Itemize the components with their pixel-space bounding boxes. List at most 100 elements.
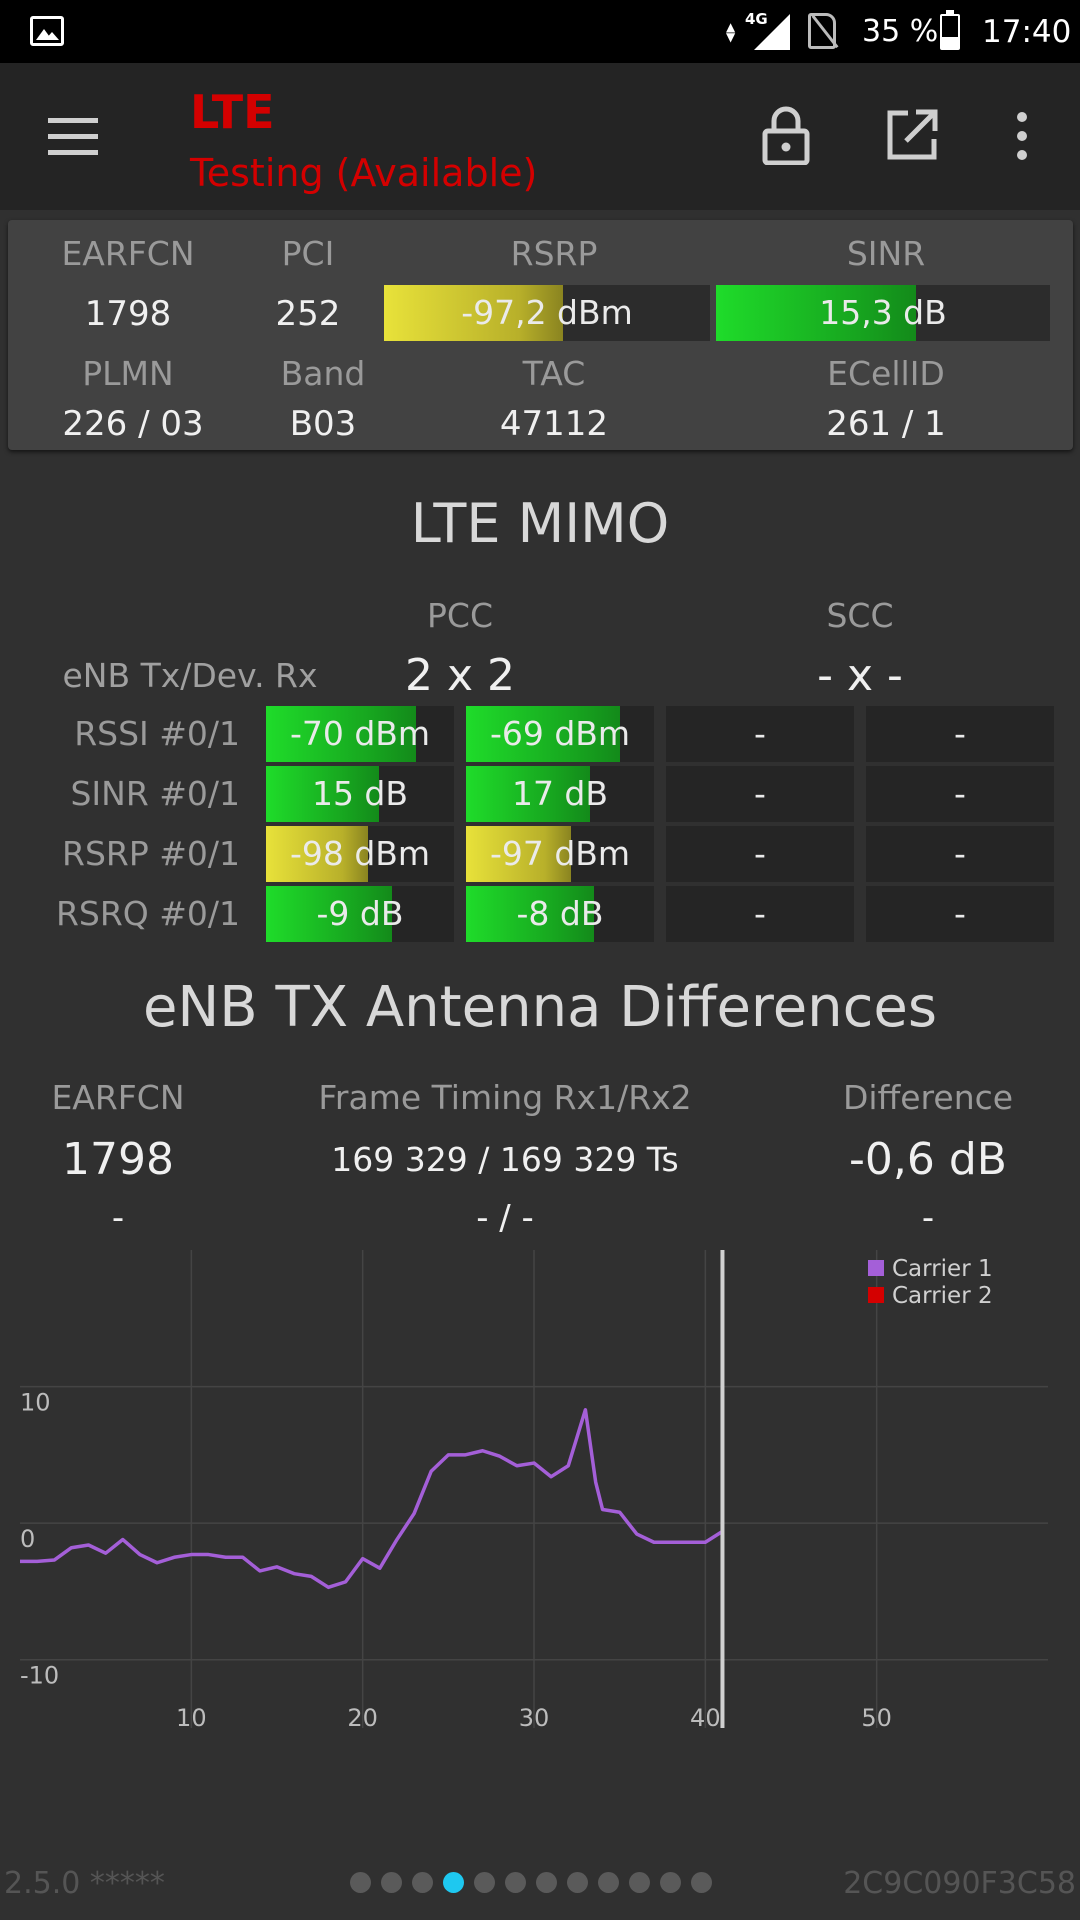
page-dot[interactable] xyxy=(412,1872,433,1893)
ecellid-value: 261 / 1 xyxy=(826,404,946,444)
rsrp-meter-fill xyxy=(384,285,564,341)
mimo-cell-value: - xyxy=(954,774,966,813)
page-dot[interactable] xyxy=(629,1872,650,1893)
mimo-cell: -97 dBm xyxy=(466,826,654,882)
mimo-row-label: SINR #0/1 xyxy=(70,774,240,813)
antenna-title: eNB TX Antenna Differences xyxy=(142,975,938,1040)
legend-swatch xyxy=(868,1287,884,1303)
band-value: B03 xyxy=(289,404,357,444)
scc-config: - x - xyxy=(817,650,903,701)
page-subtitle: Testing (Available) xyxy=(190,151,538,195)
page-dot[interactable] xyxy=(567,1872,588,1893)
mimo-cell: - xyxy=(866,886,1054,942)
band-label: Band xyxy=(280,354,366,393)
y-tick-label: 10 xyxy=(20,1389,51,1417)
mimo-cell: -70 dBm xyxy=(266,706,454,762)
mimo-cell-value: - xyxy=(754,834,766,873)
plmn-label: PLMN xyxy=(82,354,174,393)
device-id: 2C9C090F3C58 xyxy=(843,1866,1076,1901)
data-activity-icon: ▲ ▼ xyxy=(726,20,736,44)
mimo-cell-value: - xyxy=(754,714,766,753)
sinr-label: SINR xyxy=(846,234,926,273)
tac-value: 47112 xyxy=(499,404,609,444)
difference-value: -0,6 dB xyxy=(849,1134,1007,1185)
pci-label: PCI xyxy=(281,234,335,273)
tx-rx-label: eNB Tx/Dev. Rx xyxy=(62,656,318,695)
page-dot[interactable] xyxy=(350,1872,371,1893)
rsrp-meter: -97,2 dBm xyxy=(384,285,710,341)
mimo-cell: -98 dBm xyxy=(266,826,454,882)
x-tick-label: 10 xyxy=(176,1704,207,1732)
battery-icon xyxy=(940,10,960,50)
frame-timing-value: 169 329 / 169 329 Ts xyxy=(331,1140,679,1179)
page-dot[interactable] xyxy=(691,1872,712,1893)
page-dot[interactable] xyxy=(381,1872,402,1893)
page-dot[interactable] xyxy=(598,1872,619,1893)
rsrp-value: -97,2 dBm xyxy=(461,293,633,332)
mimo-cell-value: 15 dB xyxy=(311,774,409,813)
scc-label: SCC xyxy=(826,596,894,635)
page-dot[interactable] xyxy=(660,1872,681,1893)
mimo-row-label: RSSI #0/1 xyxy=(74,714,240,753)
pcc-config: 2 x 2 xyxy=(405,650,515,701)
mimo-cell-value: -8 dB xyxy=(516,894,604,933)
mimo-cell: - xyxy=(666,706,854,762)
page-dot[interactable] xyxy=(536,1872,557,1893)
lock-icon[interactable] xyxy=(762,105,810,165)
app-version: 2.5.0 ***** xyxy=(4,1866,165,1901)
page-dot[interactable] xyxy=(443,1872,464,1893)
mimo-cell-fill xyxy=(466,706,621,762)
mimo-cell: - xyxy=(666,766,854,822)
plmn-value: 226 / 03 xyxy=(62,404,204,444)
battery-percent: 35 % xyxy=(862,14,939,49)
mimo-cell-value: -98 dBm xyxy=(289,834,431,873)
x-tick-label: 40 xyxy=(690,1704,721,1732)
mimo-cell: - xyxy=(666,886,854,942)
legend-swatch xyxy=(868,1260,884,1276)
mimo-cell-value: - xyxy=(954,834,966,873)
mimo-row-label: RSRQ #0/1 xyxy=(55,894,240,933)
mimo-row-label: RSRP #0/1 xyxy=(62,834,240,873)
pci-value: 252 xyxy=(275,294,341,334)
sinr-value: 15,3 dB xyxy=(819,293,947,332)
x-tick-label: 20 xyxy=(347,1704,378,1732)
clock: 17:40 xyxy=(982,14,1072,50)
mimo-cell: - xyxy=(866,826,1054,882)
rsrp-label: RSRP xyxy=(510,234,598,273)
menu-icon[interactable] xyxy=(48,118,98,156)
mimo-cell-fill xyxy=(266,826,368,882)
antenna-earfcn-value-2: - xyxy=(111,1198,125,1238)
page-dot[interactable] xyxy=(505,1872,526,1893)
mimo-cell: -69 dBm xyxy=(466,706,654,762)
page-indicator[interactable] xyxy=(350,1872,722,1896)
mimo-cell-value: 17 dB xyxy=(511,774,609,813)
mimo-cell-fill xyxy=(466,826,572,882)
sinr-meter-fill xyxy=(716,285,917,341)
mimo-cell-fill xyxy=(466,766,591,822)
mimo-cell-value: - xyxy=(954,714,966,753)
signal-strength-icon xyxy=(754,14,790,50)
difference-value-2: - xyxy=(921,1198,935,1238)
mimo-cell: -8 dB xyxy=(466,886,654,942)
earfcn-label: EARFCN xyxy=(61,234,195,273)
frame-timing-value-2: - / - xyxy=(476,1198,534,1238)
page-dot[interactable] xyxy=(474,1872,495,1893)
more-options-icon[interactable] xyxy=(1010,111,1034,161)
status-bar: ▲ ▼ 4G 35 % 17:40 xyxy=(0,0,1080,63)
series-line xyxy=(20,1408,724,1590)
mimo-cell-value: -69 dBm xyxy=(489,714,631,753)
antenna-earfcn-value: 1798 xyxy=(62,1134,174,1185)
mimo-cell: - xyxy=(666,826,854,882)
no-sim-icon xyxy=(808,13,836,49)
earfcn-value: 1798 xyxy=(84,294,172,334)
page-title: LTE xyxy=(190,85,275,139)
serving-cell-panel: EARFCN PCI RSRP SINR 1798 252 -97,2 dBm … xyxy=(8,220,1073,450)
mimo-cell-value: -70 dBm xyxy=(289,714,431,753)
mimo-cell-fill xyxy=(266,706,417,762)
mimo-title: LTE MIMO xyxy=(410,492,670,555)
open-external-icon[interactable] xyxy=(886,109,938,161)
y-tick-label: -10 xyxy=(20,1662,59,1690)
mimo-cell: 17 dB xyxy=(466,766,654,822)
x-tick-label: 50 xyxy=(861,1704,892,1732)
